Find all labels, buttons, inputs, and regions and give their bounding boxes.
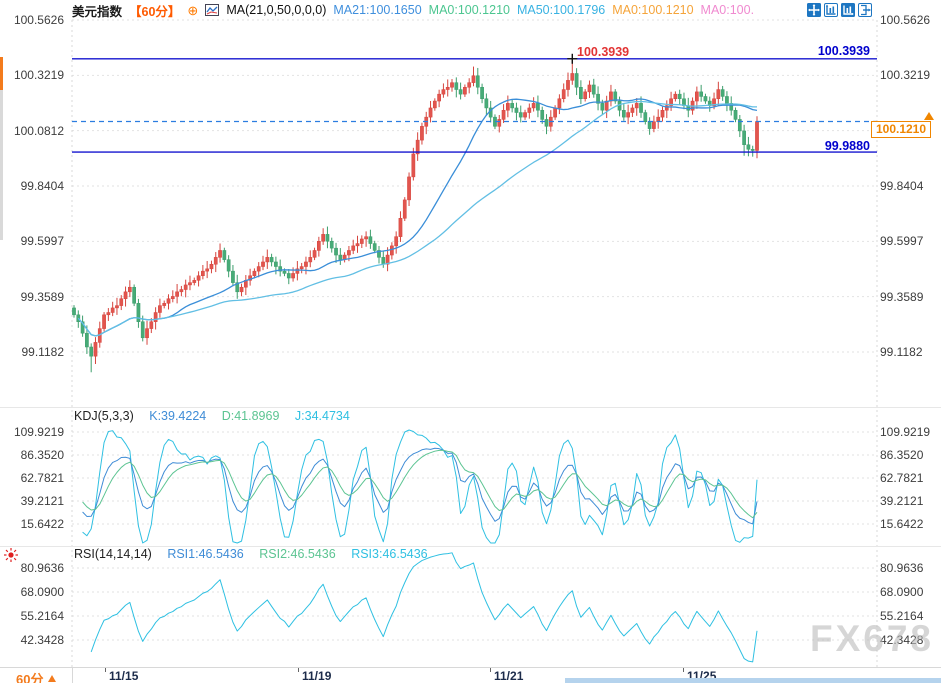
date-tick: [105, 668, 106, 672]
date-label: 11/19: [302, 669, 332, 683]
ma-formula: MA(21,0,50,0,0,0): [226, 3, 327, 17]
edge-scroll-track: [0, 90, 3, 240]
fit-vertical-axis-icon[interactable]: [824, 3, 838, 17]
ma0-green-value: MA0:100.1210: [428, 3, 510, 17]
triangle-up-icon: [48, 675, 57, 682]
symbol-title: 美元指数: [72, 4, 123, 19]
rsi3-value: RSI3:46.5436: [351, 547, 428, 561]
ma50-value: MA50:100.1796: [516, 3, 606, 17]
resistance-peak-label: 100.3939: [577, 45, 630, 59]
panel-separator: [0, 407, 941, 408]
kdj-d-value: D:41.8969: [221, 409, 280, 423]
rsi-formula: RSI(14,14,14): [74, 547, 152, 561]
timeframe-selector[interactable]: 60分: [16, 669, 57, 683]
resistance-right-label: 100.3939: [817, 44, 870, 58]
pan-icon[interactable]: [807, 3, 821, 17]
last-price-tag: 100.1210: [871, 121, 931, 138]
chart-header: 美元指数 【60分】 ⊕ MA(21,0,50,0,0,0) MA21:100.…: [72, 0, 754, 20]
date-tick: [490, 668, 491, 672]
kdj-k-value: K:39.4224: [149, 409, 207, 423]
datebar-separator: [72, 668, 73, 683]
kdj-formula: KDJ(5,3,3): [74, 409, 134, 423]
fit-horizontal-axis-icon[interactable]: [841, 3, 855, 17]
timeframe-badge: 【60分】: [129, 4, 181, 19]
mini-chart-icon: [205, 4, 220, 16]
date-tick: [298, 668, 299, 672]
hot-indicator-icon: [4, 548, 18, 562]
support-right-label: 99.9880: [824, 139, 870, 153]
chart-toolbar: [807, 3, 872, 17]
collapse-indicator-icon[interactable]: ⊕: [187, 2, 199, 18]
date-label: 11/21: [494, 669, 524, 683]
date-label: 11/15: [109, 669, 139, 683]
horizontal-scrollbar[interactable]: [565, 678, 941, 683]
exit-fullscreen-icon[interactable]: [858, 3, 872, 17]
rsi-header: RSI(14,14,14) RSI1:46.5436 RSI2:46.5436 …: [74, 547, 440, 561]
ma0-pink-value: MA0:100.: [700, 3, 755, 17]
edge-scroll-thumb: [0, 57, 3, 90]
date-tick: [683, 668, 684, 672]
rsi2-value: RSI2:46.5436: [259, 547, 336, 561]
price-up-arrow-icon: [924, 112, 934, 120]
ma0-orange-value: MA0:100.1210: [612, 3, 694, 17]
kdj-header: KDJ(5,3,3) K:39.4224 D:41.8969 J:34.4734: [74, 409, 362, 423]
ma21-value: MA21:100.1650: [333, 3, 422, 17]
panel-separator: [0, 546, 941, 547]
kdj-j-value: J:34.4734: [294, 409, 350, 423]
timeframe-label: 60分: [16, 672, 44, 683]
rsi1-value: RSI1:46.5436: [167, 547, 244, 561]
